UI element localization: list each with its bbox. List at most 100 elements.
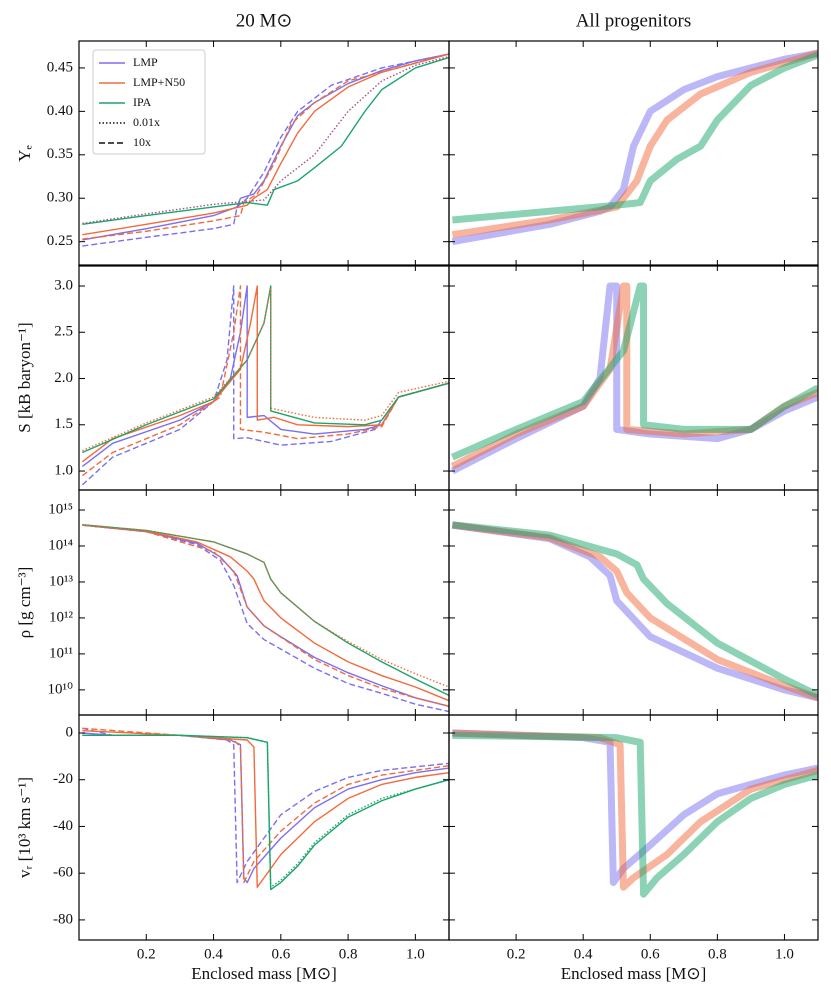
x-tick-label: 0.8 bbox=[339, 946, 358, 962]
series-line bbox=[82, 53, 449, 247]
series-line bbox=[452, 729, 818, 887]
x-axis-label: Enclosed mass [M⊙] bbox=[561, 964, 707, 983]
x-tick-label: 0.4 bbox=[574, 946, 593, 962]
y-tick-label: 0.40 bbox=[47, 103, 73, 119]
y-tick-label: 1.0 bbox=[54, 462, 73, 478]
plot-area bbox=[82, 524, 449, 713]
x-tick-label: 0.6 bbox=[641, 946, 660, 962]
y-axis-label: ρ [g cm⁻³] bbox=[15, 567, 34, 639]
panel: 10¹⁰ 10¹¹ 10¹² 10¹³ 10¹⁴ 10¹⁵ ρ [g cm⁻³] bbox=[15, 489, 450, 716]
y-tick-label: 2.5 bbox=[54, 324, 73, 340]
series-line bbox=[82, 53, 449, 241]
legend-label: LMP+N50 bbox=[133, 75, 185, 89]
y-tick-label: 10¹¹ bbox=[49, 645, 73, 661]
series-line bbox=[452, 51, 818, 224]
panel-frame bbox=[78, 714, 450, 941]
series-line bbox=[81, 285, 449, 463]
series-line bbox=[451, 521, 818, 702]
series-line bbox=[82, 55, 449, 225]
series-line bbox=[82, 524, 449, 702]
plot-area bbox=[451, 521, 818, 702]
x-tick-label: 0.8 bbox=[708, 946, 727, 962]
x-axis-label: Enclosed mass [M⊙] bbox=[191, 964, 337, 983]
panel-frame bbox=[78, 489, 450, 716]
y-tick-label: 0 bbox=[66, 724, 74, 740]
series-line bbox=[451, 521, 818, 702]
column-title: All progenitors bbox=[576, 10, 692, 31]
series-line bbox=[82, 732, 449, 884]
legend: LMP LMP+N50 IPA 0.01x 10x bbox=[92, 49, 206, 155]
series-line bbox=[82, 727, 449, 884]
x-tick-label: 0.4 bbox=[204, 946, 223, 962]
panel: -80 -60 -40 -20 0 0.2 0.4 0.6 0.8 1.0 vᵣ [10³ km s… bbox=[15, 714, 450, 983]
series-line bbox=[82, 53, 449, 236]
panel-frame bbox=[448, 714, 819, 941]
series-line bbox=[81, 285, 449, 477]
series-line bbox=[452, 729, 818, 891]
panel-frame bbox=[78, 264, 450, 491]
panel: All progenitors bbox=[448, 10, 819, 267]
series-line bbox=[82, 729, 449, 888]
series-line bbox=[82, 56, 449, 225]
column-title: 20 M⊙ bbox=[236, 10, 293, 31]
series-line bbox=[82, 524, 449, 707]
series-line bbox=[451, 521, 818, 699]
plot-area bbox=[82, 727, 449, 891]
panel bbox=[448, 264, 819, 491]
series-line bbox=[82, 734, 449, 891]
panel bbox=[448, 489, 819, 716]
panel-frame bbox=[448, 40, 819, 267]
y-axis-label: vᵣ [10³ km s⁻¹] bbox=[15, 777, 34, 878]
plot-area bbox=[82, 53, 449, 247]
plot-area bbox=[450, 282, 818, 475]
y-axis-label: Yₑ bbox=[15, 145, 34, 162]
series-line bbox=[82, 287, 449, 452]
x-tick-label: 0.6 bbox=[271, 946, 290, 962]
legend-label: 0.01x bbox=[133, 115, 160, 129]
y-tick-label: 3.0 bbox=[54, 277, 73, 293]
y-tick-label: 1.5 bbox=[54, 416, 73, 432]
legend-label: 10x bbox=[133, 135, 151, 149]
y-tick-label: -80 bbox=[53, 911, 73, 927]
series-line bbox=[82, 734, 449, 888]
y-tick-label: 10¹⁴ bbox=[48, 537, 73, 553]
series-line bbox=[81, 285, 449, 467]
x-tick-label: 0.2 bbox=[137, 946, 156, 962]
panel: 0.25 0.30 0.35 0.40 0.45 20 M⊙ Yₑ LMP LMP+N50 IPA… bbox=[15, 10, 450, 267]
plot-area bbox=[451, 49, 818, 246]
y-tick-label: -40 bbox=[53, 818, 73, 834]
plot-area bbox=[452, 729, 818, 898]
y-tick-label: 10¹⁰ bbox=[47, 681, 73, 697]
series-line bbox=[82, 53, 449, 240]
panel: 1.0 1.5 2.0 2.5 3.0 S [kB baryon⁻¹] bbox=[15, 264, 450, 491]
series-line bbox=[450, 282, 818, 461]
x-tick-label: 0.2 bbox=[507, 946, 526, 962]
y-tick-label: 10¹³ bbox=[49, 573, 73, 589]
panel: 0.2 0.4 0.6 0.8 1.0 Enclosed mass [M⊙] bbox=[448, 714, 819, 983]
series-line bbox=[82, 727, 449, 884]
series-line bbox=[82, 285, 449, 454]
plot-area bbox=[81, 285, 449, 486]
legend-label: IPA bbox=[133, 95, 152, 109]
y-tick-label: 0.25 bbox=[47, 233, 73, 249]
y-axis-label: S [kB baryon⁻¹] bbox=[15, 322, 34, 432]
series-line bbox=[452, 731, 818, 898]
x-tick-label: 1.0 bbox=[406, 946, 425, 962]
series-line bbox=[451, 49, 818, 239]
y-tick-label: -20 bbox=[53, 771, 73, 787]
y-tick-label: -60 bbox=[53, 865, 73, 881]
series-line bbox=[82, 524, 449, 713]
y-tick-label: 10¹² bbox=[49, 609, 73, 625]
series-line bbox=[82, 524, 449, 697]
y-tick-label: 2.0 bbox=[54, 370, 73, 386]
y-tick-label: 0.45 bbox=[47, 59, 73, 75]
series-line bbox=[82, 524, 449, 688]
x-tick-label: 1.0 bbox=[775, 946, 794, 962]
legend-label: LMP bbox=[133, 55, 158, 69]
y-tick-label: 0.35 bbox=[47, 146, 73, 162]
series-line bbox=[81, 285, 449, 486]
y-tick-label: 0.30 bbox=[47, 190, 73, 206]
legend-box bbox=[92, 49, 206, 155]
y-tick-label: 10¹⁵ bbox=[48, 501, 73, 517]
